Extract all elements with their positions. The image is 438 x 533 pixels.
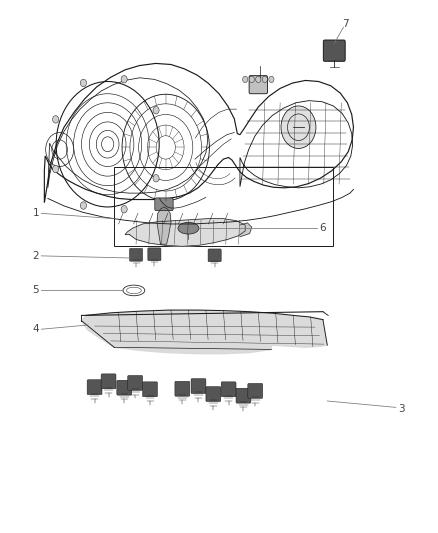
Circle shape [153,174,159,182]
FancyBboxPatch shape [87,379,102,394]
Text: 1: 1 [32,208,39,219]
FancyBboxPatch shape [206,386,221,401]
Circle shape [243,76,248,83]
FancyBboxPatch shape [148,248,161,261]
Polygon shape [81,310,327,354]
FancyBboxPatch shape [130,248,143,261]
Bar [114,166,332,246]
FancyBboxPatch shape [128,375,143,390]
Text: 6: 6 [319,223,326,233]
FancyBboxPatch shape [208,249,221,262]
FancyBboxPatch shape [117,380,132,395]
Text: 2: 2 [32,251,39,261]
FancyBboxPatch shape [221,382,236,397]
Circle shape [80,202,86,209]
Circle shape [262,76,268,83]
Text: 4: 4 [32,324,39,334]
FancyBboxPatch shape [236,388,251,403]
Circle shape [249,76,254,83]
Circle shape [121,206,127,213]
Circle shape [256,76,261,83]
Circle shape [153,107,159,114]
Polygon shape [240,223,252,237]
Circle shape [269,76,274,83]
Text: 7: 7 [343,19,349,29]
FancyBboxPatch shape [323,40,345,61]
FancyBboxPatch shape [101,374,116,389]
Polygon shape [157,207,171,244]
FancyBboxPatch shape [191,378,206,393]
Polygon shape [125,219,245,246]
FancyBboxPatch shape [143,382,157,397]
FancyBboxPatch shape [175,381,190,396]
FancyBboxPatch shape [155,198,173,211]
FancyBboxPatch shape [249,76,268,94]
Text: 3: 3 [398,404,405,414]
Ellipse shape [178,222,199,234]
Circle shape [53,116,59,123]
Circle shape [53,165,59,173]
Circle shape [281,106,316,149]
Circle shape [80,79,86,87]
Text: 5: 5 [32,286,39,295]
Circle shape [121,76,127,83]
FancyBboxPatch shape [248,383,263,398]
